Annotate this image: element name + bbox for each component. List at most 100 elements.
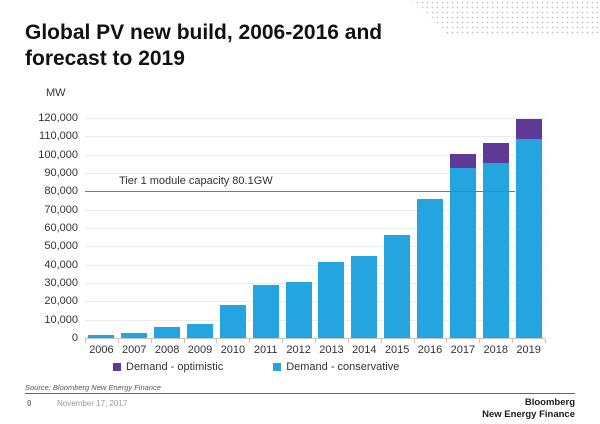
x-tick-label: 2018: [483, 344, 508, 356]
x-tick-mark: [380, 339, 382, 343]
bar-series: [85, 118, 545, 338]
legend-label: Demand - optimistic: [126, 361, 224, 373]
page-number: 0: [27, 399, 32, 408]
x-tick-label: 2014: [352, 344, 377, 356]
x-tick-mark: [512, 339, 514, 343]
gridline: [85, 228, 545, 229]
y-tick-label: 110,000: [39, 130, 78, 143]
x-tick-mark: [150, 339, 152, 343]
tier1-capacity-reference-label: Tier 1 module capacity 80.1GW: [119, 175, 273, 187]
bar-segment-conservative: [351, 255, 378, 338]
bar-segment-optimistic: [482, 142, 509, 163]
gridline: [85, 136, 545, 138]
x-tick-label: 2011: [253, 344, 278, 356]
bar-segment-conservative: [384, 235, 411, 338]
chart-legend: Demand - optimistic Demand - conservative: [85, 361, 545, 373]
gridline: [85, 154, 545, 156]
bar-segment-conservative: [449, 167, 476, 338]
bar-2013: [315, 118, 348, 338]
bar-2015: [381, 118, 414, 338]
x-tick-label: 2015: [384, 344, 410, 356]
x-tick-label: 2009: [187, 344, 213, 356]
page-title: Global PV new build, 2006-2016 and forec…: [25, 20, 445, 71]
bar-segment-conservative: [187, 324, 213, 338]
x-tick-mark: [347, 339, 349, 343]
bar-segment-conservative: [417, 198, 444, 338]
legend-swatch-icon: [273, 363, 282, 371]
x-tick-mark: [183, 339, 185, 343]
x-tick-label: 2013: [319, 344, 344, 356]
chart-plot-area: Tier 1 module capacity 80.1GW: [85, 118, 546, 343]
x-tick-label: 2016: [417, 344, 443, 356]
y-tick-label: 50,000: [44, 240, 78, 253]
bar-segment-optimistic: [515, 118, 542, 140]
x-tick-label: 2017: [450, 344, 476, 356]
gridline: [85, 301, 545, 303]
x-tick-mark: [282, 339, 284, 343]
bar-2014: [348, 118, 381, 338]
x-tick-mark: [545, 339, 546, 343]
y-axis-tick-labels: 0 10,000 20,000 30,000 40,000 50,000 60,000 70,…: [16, 112, 78, 344]
bar-2012: [282, 118, 315, 338]
y-tick-label: 60,000: [44, 222, 78, 234]
bar-segment-conservative: [252, 284, 279, 338]
y-tick-label: 90,000: [44, 167, 78, 179]
bar-segment-conservative: [515, 139, 542, 338]
y-tick-label: 80,000: [44, 185, 78, 198]
source-note: Source: Bloomberg New Energy Finance: [25, 383, 161, 392]
x-tick-label: 2007: [122, 344, 147, 356]
title-line-2: forecast to 2019: [25, 46, 185, 70]
x-tick-mark: [249, 339, 251, 343]
y-tick-label: 0: [71, 332, 78, 344]
bar-2019: [512, 118, 545, 338]
bar-2011: [249, 118, 282, 338]
bar-segment-conservative: [285, 282, 312, 338]
y-tick-label: 40,000: [44, 258, 78, 271]
legend-item: Demand - conservative: [273, 361, 399, 373]
bar-2010: [216, 118, 249, 338]
y-tick-label: 100,000: [38, 148, 78, 161]
gridline: [85, 264, 545, 266]
gridline: [85, 118, 545, 119]
title-line-1: Global PV new build, 2006-2016 and: [25, 21, 383, 44]
bar-2017: [446, 118, 479, 338]
bar-segment-conservative: [219, 305, 246, 338]
bar-2006: [85, 118, 118, 338]
x-tick-mark: [479, 339, 481, 343]
bar-2008: [151, 118, 184, 338]
x-tick-mark: [117, 339, 119, 343]
x-tick-label: 2019: [516, 344, 541, 356]
legend-swatch-icon: [113, 363, 121, 371]
x-axis-tick-labels: 2006 2007 2008 2009 2010 2011 2012 2013 2014 2015…: [85, 344, 545, 356]
bar-segment-conservative: [121, 333, 148, 338]
x-tick-label: 2012: [286, 344, 311, 356]
x-tick-label: 2008: [154, 344, 180, 356]
logo-line-1: Bloomberg: [524, 397, 575, 408]
y-tick-label: 120,000: [38, 112, 78, 124]
tier1-capacity-reference-line: [85, 191, 516, 193]
legend-item: Demand - optimistic: [113, 361, 223, 373]
gridline: [85, 209, 545, 211]
gridline: [85, 283, 545, 284]
bar-segment-conservative: [482, 162, 509, 338]
bar-segment-optimistic: [449, 153, 476, 168]
x-tick-mark: [216, 339, 218, 343]
footer-divider: [25, 393, 575, 394]
bar-segment-conservative: [154, 327, 181, 338]
footer-date: November 17, 2017: [57, 399, 128, 408]
x-tick-label: 2010: [220, 344, 246, 356]
x-tick-label: 2006: [89, 344, 114, 356]
x-tick-mark: [85, 339, 86, 343]
gridline: [85, 173, 545, 174]
bar-2009: [184, 118, 217, 338]
gridline: [85, 319, 545, 321]
y-tick-label: 70,000: [44, 203, 78, 216]
bloomberg-logo: Bloomberg New Energy Finance: [482, 397, 575, 422]
x-tick-mark: [446, 339, 448, 343]
x-tick-mark: [413, 339, 415, 343]
x-tick-mark: [315, 339, 316, 343]
y-tick-label: 30,000: [44, 277, 78, 289]
logo-line-2: New Energy Finance: [482, 409, 575, 421]
bar-2018: [479, 118, 512, 338]
